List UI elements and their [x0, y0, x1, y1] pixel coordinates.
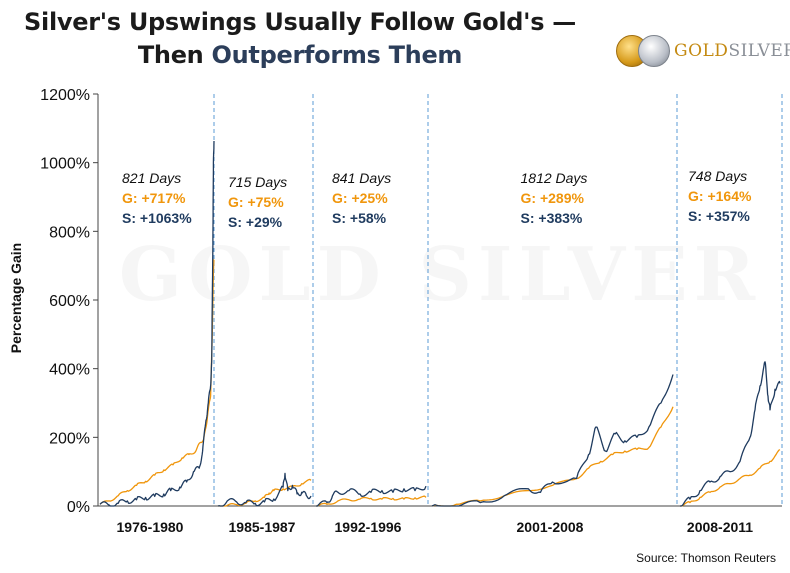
x-period-label: 1976-1980: [117, 519, 184, 535]
period-silver-gain-label: S: +29%: [228, 214, 283, 230]
silver-series-line: [431, 374, 674, 507]
y-tick-label: 200%: [49, 430, 90, 447]
period-gold-gain-label: G: +289%: [521, 190, 585, 206]
silver-series-line: [316, 485, 427, 507]
period-silver-gain-label: S: +58%: [332, 210, 387, 226]
chart-title: Silver's Upswings Usually Follow Gold's …: [0, 6, 600, 72]
gold-series-line: [218, 478, 312, 507]
x-period-label: 1992-1996: [335, 519, 402, 535]
period-days-label: 821 Days: [122, 170, 181, 186]
watermark-text: GOLD SILVER: [119, 232, 761, 318]
period-days-label: 715 Days: [228, 174, 287, 190]
logo-text: GOLDSILVER®: [674, 41, 790, 61]
period-days-label: 748 Days: [688, 168, 747, 184]
silver-series-line: [99, 140, 215, 507]
period-days-label: 841 Days: [332, 170, 391, 186]
silver-series-line: [680, 361, 781, 507]
y-tick-label: 400%: [49, 362, 90, 379]
y-tick-label: 1000%: [40, 156, 90, 173]
x-period-label: 1985-1987: [229, 519, 296, 535]
period-gold-gain-label: G: +75%: [228, 194, 284, 210]
source-note: Source: Thomson Reuters: [636, 551, 776, 565]
gold-series-line: [316, 495, 427, 507]
period-silver-gain-label: S: +383%: [521, 210, 583, 226]
period-silver-gain-label: S: +357%: [688, 208, 750, 224]
period-gold-gain-label: G: +717%: [122, 190, 186, 206]
x-period-label: 2008-2011: [687, 519, 753, 535]
gold-series-line: [680, 449, 781, 507]
y-tick-label: 1200%: [40, 87, 90, 104]
period-days-label: 1812 Days: [521, 170, 588, 186]
logo-text-gold: GOLD: [674, 41, 729, 61]
x-period-label: 2001-2008: [517, 519, 584, 535]
period-silver-gain-label: S: +1063%: [122, 210, 192, 226]
y-tick-label: 800%: [49, 224, 90, 241]
title-line-1: Silver's Upswings Usually Follow Gold's …: [24, 8, 576, 36]
period-gold-gain-label: G: +25%: [332, 190, 388, 206]
gold-series-line: [99, 259, 215, 505]
title-line-2: Then Outperforms Them: [0, 39, 600, 72]
logo-text-silver: SILVER: [728, 41, 790, 61]
gold-series-line: [431, 406, 674, 507]
period-gold-gain-label: G: +164%: [688, 188, 752, 204]
silver-coin-icon: [638, 35, 670, 67]
title-word-then: Then: [137, 41, 204, 69]
silver-series-line: [217, 472, 312, 507]
goldsilver-logo: GOLDSILVER®: [614, 35, 790, 71]
y-tick-label: 0%: [67, 499, 90, 516]
y-tick-label: 600%: [49, 293, 90, 310]
title-word-outperforms: Outperforms Them: [211, 41, 463, 69]
